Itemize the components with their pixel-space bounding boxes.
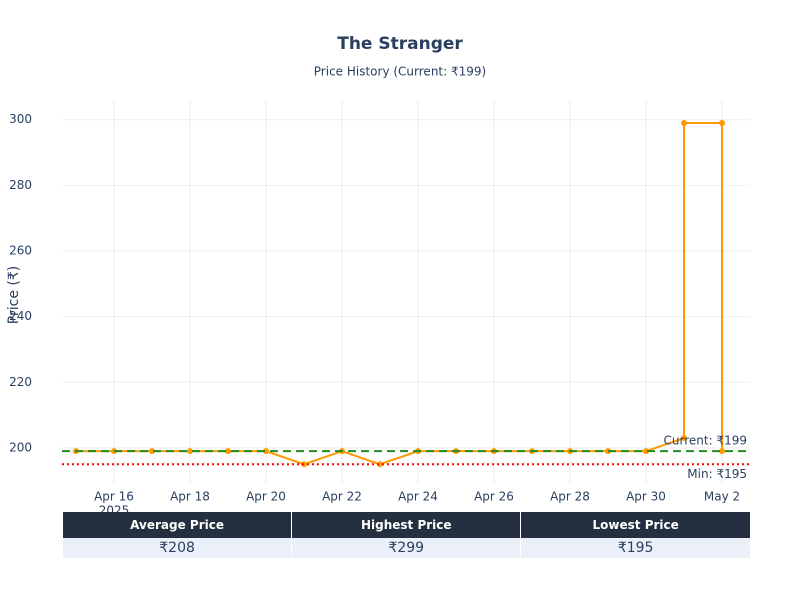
header-cell: Average Price xyxy=(61,512,292,538)
table-header: Average Price Highest Price Lowest Price xyxy=(61,512,750,538)
x-tick-label: Apr 26 xyxy=(474,490,514,504)
header-cell: Highest Price xyxy=(291,512,521,538)
price-point xyxy=(377,461,383,468)
table-cell: ₹208 xyxy=(61,538,292,558)
x-tick-label: Apr 18 xyxy=(170,490,210,504)
chart-title: The Stranger xyxy=(337,34,463,54)
y-tick-label: 260 xyxy=(9,243,32,257)
price-point xyxy=(643,448,649,455)
y-tick-label: 200 xyxy=(9,440,32,454)
x-tick-label: Apr 16 xyxy=(94,490,134,504)
table-cell: ₹195 xyxy=(520,538,750,558)
summary-table: Average Price Highest Price Lowest Price… xyxy=(61,512,750,558)
price-point xyxy=(681,119,687,126)
y-tick-label: 240 xyxy=(9,309,32,323)
x-tick-label: Apr 28 xyxy=(550,490,590,504)
price-line xyxy=(76,121,723,466)
y-tick-label: 220 xyxy=(9,375,32,389)
price-point xyxy=(187,448,193,455)
x-tick-label: Apr 30 xyxy=(626,490,666,504)
x-tick-label: Apr 22 xyxy=(322,490,362,504)
x-tick-label: Apr 20 xyxy=(246,490,286,504)
price-point xyxy=(149,448,155,455)
price-point xyxy=(225,448,231,455)
x-tick-label: Apr 24 xyxy=(398,490,438,504)
y-tick-label: 300 xyxy=(9,112,32,126)
price-point xyxy=(719,119,725,126)
x-tick-label: May 2 xyxy=(704,490,740,504)
y-axis-title: Price (₹) xyxy=(6,266,22,324)
price-point xyxy=(681,435,687,442)
reference-label: Current: ₹199 xyxy=(664,434,747,448)
table-row: ₹208 ₹299 ₹195 xyxy=(61,538,750,558)
y-tick-label: 280 xyxy=(9,178,32,192)
table-cell: ₹299 xyxy=(291,538,521,558)
chart-subtitle: Price History (Current: ₹199) xyxy=(314,65,486,79)
price-point xyxy=(719,448,725,455)
header-cell: Lowest Price xyxy=(520,512,750,538)
reference-label: Min: ₹195 xyxy=(687,467,747,481)
price-point xyxy=(263,448,269,455)
